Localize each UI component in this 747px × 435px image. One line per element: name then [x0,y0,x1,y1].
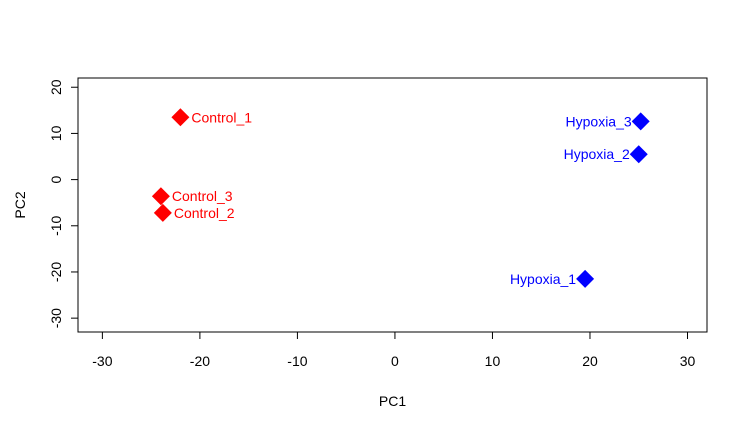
point-label: Hypoxia_3 [566,113,632,129]
data-point-control-3 [151,187,170,206]
point-label: Control_3 [172,188,233,204]
y-axis-title: PC2 [12,191,28,218]
data-point-hypoxia-3 [631,112,650,131]
x-tick-label: -20 [190,353,210,369]
plot-frame [77,77,708,333]
point-label: Control_2 [174,205,235,221]
x-tick-label: 30 [680,353,696,369]
x-tick-label: -10 [287,353,307,369]
y-tick-label: -20 [48,262,64,282]
x-tick-label: 20 [582,353,598,369]
data-point-hypoxia-2 [629,145,648,164]
y-tick-label: -30 [48,308,64,328]
data-point-control-1 [171,108,190,127]
point-label: Control_1 [191,109,252,125]
x-tick-label: 0 [391,353,399,369]
y-tick-label: -10 [48,215,64,235]
y-tick-label: 20 [48,79,64,95]
data-point-hypoxia-1 [576,269,595,288]
x-tick-label: 10 [485,353,501,369]
x-axis-title: PC1 [379,393,406,409]
point-label: Hypoxia_1 [510,271,576,287]
data-point-control-2 [153,203,172,222]
x-tick-label: -30 [92,353,112,369]
ticks-layer: -30 -20 -10 0 10 20 30 -30 -20 -10 0 10 20 [48,79,695,369]
y-tick-label: 10 [48,125,64,141]
point-label: Hypoxia_2 [564,146,630,162]
y-tick-label: 0 [48,175,64,183]
